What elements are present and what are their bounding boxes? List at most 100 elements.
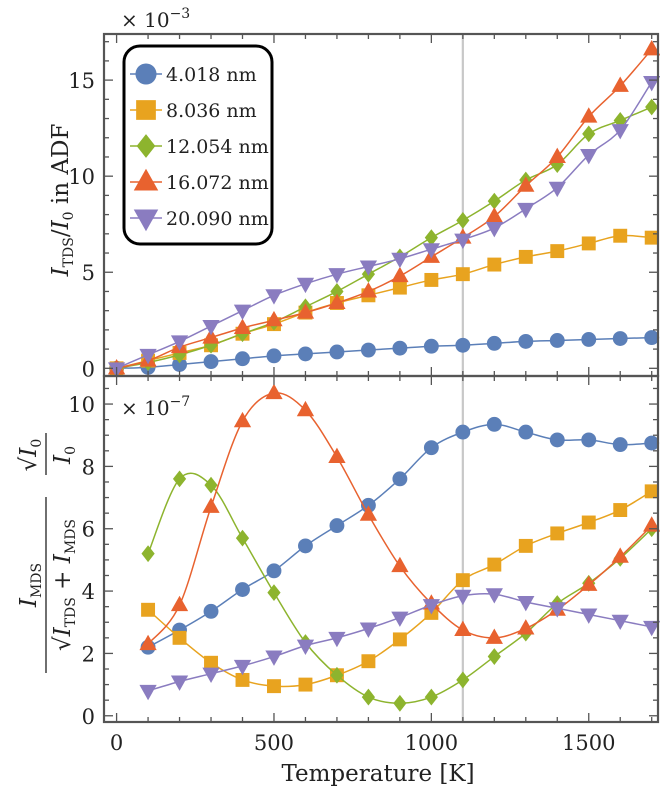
bottom-series-5-point [580, 608, 598, 624]
legend: 4.018 nm 8.036 nm 12.054 nm 16.072 nm 20.090… [122, 44, 274, 246]
bottom-series-2-point [581, 515, 596, 530]
bottom-series-3-point [361, 688, 376, 706]
legend-item: 12.054 nm [130, 134, 269, 158]
bottom-y-tick-label: 8 [82, 455, 95, 479]
top-series-1-point [455, 337, 471, 353]
bottom-series-1-point [266, 563, 282, 579]
top-y-tick-label: 15 [68, 69, 95, 93]
top-series-2 [109, 228, 659, 376]
x-axis-label: Temperature [K] [281, 761, 474, 787]
top-series-2-point [455, 267, 470, 282]
bottom-series-5-point [548, 602, 566, 618]
top-series-2-point [644, 230, 659, 245]
top-y-tick-label: 5 [82, 261, 95, 285]
bottom-series-4-point [328, 447, 346, 464]
top-y-tick-label: 10 [68, 165, 95, 189]
bottom-series-2-point [455, 573, 470, 588]
top-series-1-point [266, 348, 282, 364]
top-series-5-point [202, 320, 220, 336]
bottom-series-2-point [392, 632, 407, 647]
bottom-series-5-point [611, 614, 629, 631]
legend-marker [133, 209, 159, 232]
bottom-series-4-point [170, 595, 189, 612]
legend-marker [135, 63, 157, 85]
legend-item: 20.090 nm [130, 208, 269, 232]
top-series-3-point [456, 211, 470, 229]
legend-label: 20.090 nm [166, 208, 269, 230]
bottom-series-4-point [265, 383, 283, 400]
bottom-panel: 0 2 4 6 8 10 0 500 1000 1500 [68, 374, 660, 755]
bottom-series-3-point [456, 671, 470, 689]
bottom-series-2-point [298, 677, 313, 692]
legend-item: 16.072 nm [130, 168, 269, 194]
bottom-series-5-point [485, 588, 503, 604]
legend-marker [133, 168, 159, 191]
bottom-y-tick-label: 4 [82, 580, 95, 604]
x-tick-label: 0 [110, 731, 123, 755]
top-series-1-point [612, 331, 628, 346]
top-series-5-point [296, 277, 315, 294]
top-series-3-point [172, 346, 187, 364]
bottom-series-5 [139, 588, 660, 701]
x-tick-label: 1000 [405, 731, 458, 755]
x-tick-label: 500 [254, 731, 294, 755]
legend-label: 16.072 nm [166, 172, 269, 194]
top-series-2-point [487, 257, 502, 272]
top-series-3-point [582, 125, 596, 143]
top-series-4-point [643, 40, 660, 56]
bottom-series-1-point [235, 582, 250, 597]
top-series-5-point [139, 348, 157, 365]
top-series-4-point [580, 107, 598, 123]
top-series-4-point [359, 282, 378, 298]
bottom-series-1-point [455, 424, 471, 440]
bottom-series-5-point [170, 675, 189, 691]
bottom-series-4-point [454, 620, 472, 637]
bottom-series-2-point [235, 672, 250, 687]
top-series-2-point [392, 280, 407, 295]
bottom-series-2-point [613, 503, 628, 517]
top-series-4-point [233, 318, 252, 334]
bottom-series-3-point [235, 529, 250, 547]
bottom-series-2-line [147, 490, 653, 688]
legend-label: 12.054 nm [166, 136, 269, 158]
top-series-3-point [645, 98, 659, 116]
top-series-1-point [203, 354, 219, 370]
bottom-series-4-point [296, 400, 315, 417]
top-series-2-point [581, 236, 596, 251]
top-series-1-point [392, 340, 408, 356]
bottom-y-tick-label: 2 [82, 642, 95, 666]
top-y-axis-label: ITDS/I0 in ADF [48, 124, 77, 278]
bottom-series-2-point [644, 484, 659, 499]
top-series-1-point [549, 333, 565, 348]
top-scale-label: × 10−3 [121, 6, 190, 32]
bottom-series-5-point [202, 667, 220, 684]
top-series-1-point [235, 351, 250, 367]
top-series-4-point [517, 176, 535, 192]
top-series-4-point [611, 76, 629, 92]
legend-item: 8.036 nm [130, 100, 257, 122]
bottom-series-5-point [359, 622, 378, 638]
bottom-y-axis-label: IMDS √ITDS + IMDS √I0 I0 [16, 433, 79, 673]
bottom-series-4-point [359, 505, 378, 521]
top-series-1 [109, 330, 660, 376]
bottom-series-1-point [549, 432, 565, 448]
legend-box [122, 44, 274, 246]
bottom-series-5-point [454, 589, 472, 606]
top-series-5-point [517, 202, 535, 219]
top-series-1-point [360, 342, 376, 358]
bottom-ylabel-numerator: IMDS [16, 563, 45, 608]
legend-label: 4.018 nm [166, 64, 257, 86]
bottom-ylabel-frac2-denominator: I0 [50, 446, 79, 465]
bottom-y-tick-label: 0 [82, 705, 95, 729]
top-series-3-point [613, 112, 627, 129]
bottom-series-1-point [486, 416, 502, 432]
top-series-4-point [485, 207, 503, 223]
bottom-series-4-point [611, 547, 629, 563]
top-series-5-point [265, 289, 283, 305]
bottom-series-5-point [233, 659, 252, 676]
top-series-5-point [359, 260, 378, 276]
bottom-series-4-point [139, 634, 157, 651]
bottom-series-1-point [298, 538, 313, 554]
legend-marker [136, 100, 156, 120]
bottom-y-tick-label: 6 [82, 518, 95, 542]
